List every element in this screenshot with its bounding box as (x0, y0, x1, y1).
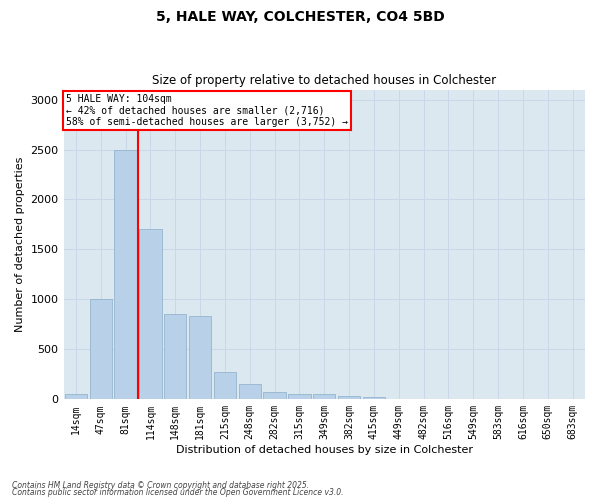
Bar (363, 398, 385, 400)
Bar (313, 394, 335, 400)
Bar (189, 316, 211, 400)
Bar (214, 372, 236, 400)
Bar (239, 384, 261, 400)
Text: 5 HALE WAY: 104sqm
← 42% of detached houses are smaller (2,716)
58% of semi-deta: 5 HALE WAY: 104sqm ← 42% of detached hou… (66, 94, 348, 128)
Text: 5, HALE WAY, COLCHESTER, CO4 5BD: 5, HALE WAY, COLCHESTER, CO4 5BD (155, 10, 445, 24)
Text: Contains HM Land Registry data © Crown copyright and database right 2025.: Contains HM Land Registry data © Crown c… (12, 480, 309, 490)
Bar (263, 392, 286, 400)
Bar (89, 300, 112, 400)
Text: Contains public sector information licensed under the Open Government Licence v3: Contains public sector information licen… (12, 488, 343, 497)
Title: Size of property relative to detached houses in Colchester: Size of property relative to detached ho… (152, 74, 496, 87)
Bar (288, 394, 311, 400)
Y-axis label: Number of detached properties: Number of detached properties (15, 157, 25, 332)
Bar (164, 314, 187, 400)
Bar (65, 394, 87, 400)
Bar (115, 150, 137, 400)
Bar (338, 396, 360, 400)
Bar (139, 230, 161, 400)
X-axis label: Distribution of detached houses by size in Colchester: Distribution of detached houses by size … (176, 445, 473, 455)
